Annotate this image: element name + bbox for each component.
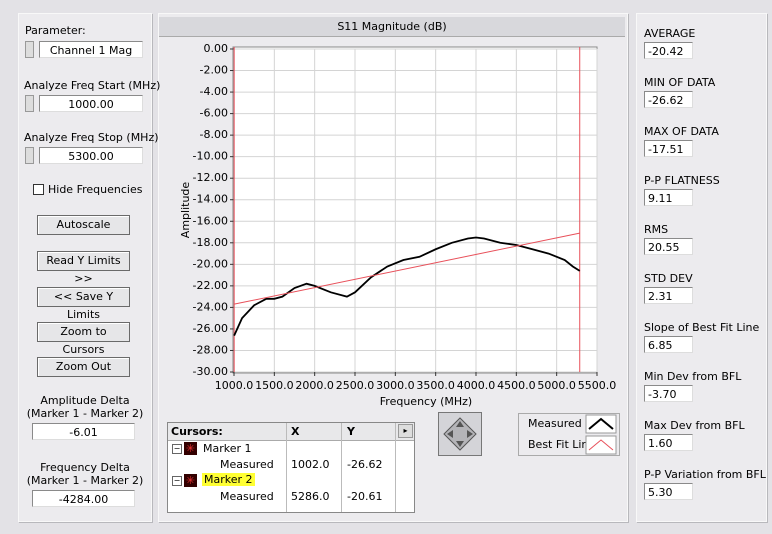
stop-value[interactable]: 5300.00 <box>39 147 143 164</box>
stat-value: 6.85 <box>644 336 693 353</box>
stat-label: Slope of Best Fit Line <box>644 321 760 334</box>
stat-value: 9.11 <box>644 189 693 206</box>
cursor-y: -26.62 <box>347 458 383 471</box>
amplitude-delta-value: -6.01 <box>32 423 135 440</box>
cursor-move-button[interactable] <box>438 412 482 456</box>
stat-value: -3.70 <box>644 385 693 402</box>
stat-value: 20.55 <box>644 238 693 255</box>
parameter-value[interactable]: Channel 1 Mag <box>39 41 143 58</box>
plot-name: Measured <box>220 490 274 503</box>
stat-value: -17.51 <box>644 140 693 157</box>
stat-value: 2.31 <box>644 287 693 304</box>
scroll-button[interactable]: ▸ <box>398 424 413 438</box>
button[interactable]: << Save Y Limits <box>37 287 130 321</box>
stat-label: Max Dev from BFL <box>644 419 745 432</box>
column-divider <box>341 423 342 512</box>
tree-toggle[interactable]: − <box>172 444 182 454</box>
amplitude-delta-label: (Marker 1 - Marker 2) <box>26 407 144 420</box>
button[interactable]: Read Y Limits >> <box>37 251 130 285</box>
stat-value: 5.30 <box>644 483 693 500</box>
chart-title: S11 Magnitude (dB) <box>159 17 625 37</box>
stat-label: RMS <box>644 223 669 236</box>
header-cell: Y <box>347 425 355 438</box>
stat-label: P-P FLATNESS <box>644 174 720 187</box>
legend <box>518 413 620 456</box>
tree-toggle[interactable]: − <box>172 476 182 486</box>
checkbox[interactable] <box>33 184 44 195</box>
spinner[interactable] <box>25 95 34 112</box>
button[interactable]: Zoom to Cursors <box>37 322 130 356</box>
table-header <box>168 423 414 441</box>
button[interactable]: Autoscale <box>37 215 130 235</box>
frequency-delta-value: -4284.00 <box>32 490 135 507</box>
cursor-x: 1002.0 <box>291 458 330 471</box>
stat-label: AVERAGE <box>644 27 696 40</box>
frequency-delta-label: (Marker 1 - Marker 2) <box>26 474 144 487</box>
cursor-y: -20.61 <box>347 490 383 503</box>
stat-label: MAX OF DATA <box>644 125 719 138</box>
start-value[interactable]: 1000.00 <box>39 95 143 112</box>
start-label: Analyze Freq Start (MHz) <box>24 79 161 92</box>
cursor-x: 5286.0 <box>291 490 330 503</box>
stat-label: P-P Variation from BFL <box>644 468 766 481</box>
frequency-delta-label: Frequency Delta <box>40 461 130 474</box>
spinner[interactable] <box>25 147 34 164</box>
marker-name: Marker 2 <box>202 473 255 486</box>
stat-value: -20.42 <box>644 42 693 59</box>
amplitude-delta-label: Amplitude Delta <box>40 394 130 407</box>
header-cell: Cursors: <box>171 425 223 438</box>
stat-label: Min Dev from BFL <box>644 370 742 383</box>
stat-value: -26.62 <box>644 91 693 108</box>
column-divider <box>286 423 287 512</box>
marker-icon: ✳ <box>184 442 197 455</box>
column-divider <box>395 423 396 512</box>
stat-label: MIN OF DATA <box>644 76 716 89</box>
checkbox-label: Hide Frequencies <box>48 183 143 196</box>
parameter-label: Parameter: <box>25 24 86 37</box>
stop-label: Analyze Freq Stop (MHz) <box>24 131 159 144</box>
header-cell: X <box>291 425 300 438</box>
marker-icon: ✳ <box>184 474 197 487</box>
button[interactable]: Zoom Out <box>37 357 130 377</box>
stat-value: 1.60 <box>644 434 693 451</box>
spinner[interactable] <box>25 41 34 58</box>
plot-name: Measured <box>220 458 274 471</box>
marker-name: Marker 1 <box>203 442 252 455</box>
stat-label: STD DEV <box>644 272 693 285</box>
